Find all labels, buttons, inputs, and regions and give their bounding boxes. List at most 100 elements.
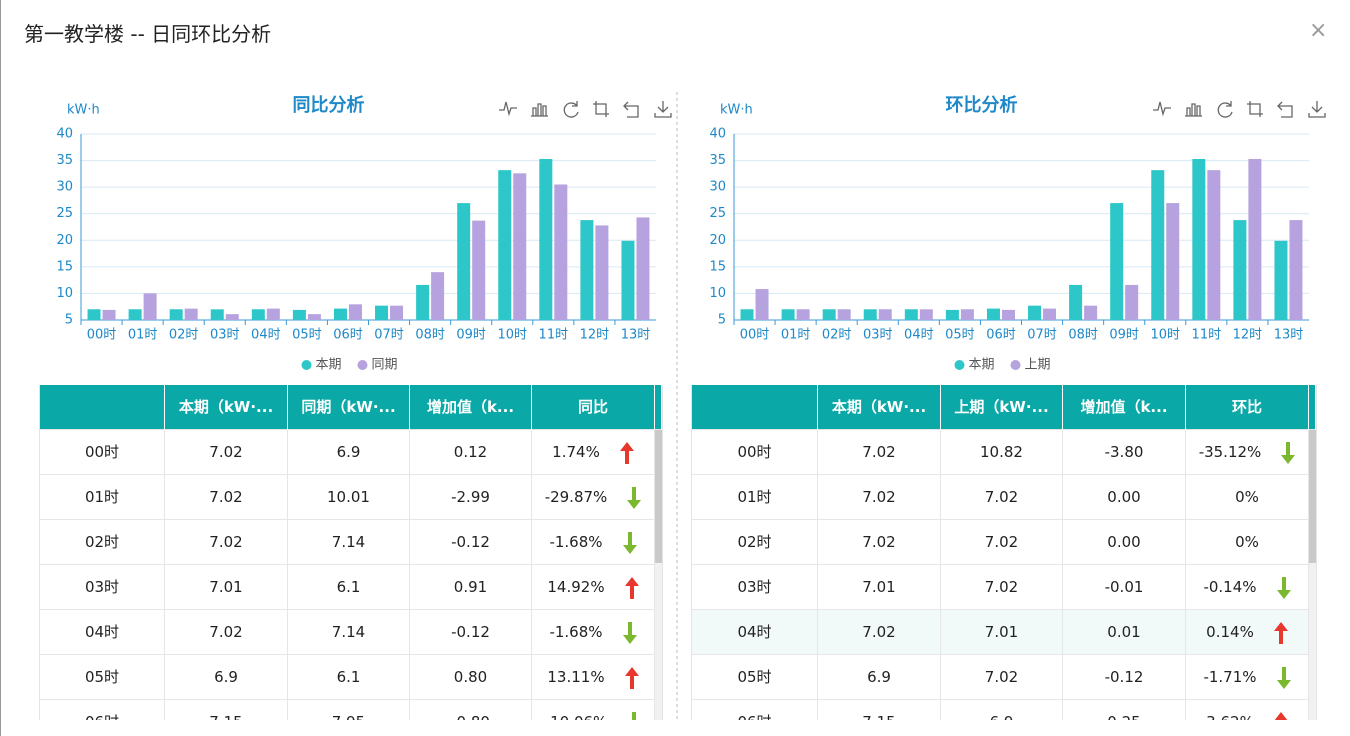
- y-axis-label: kW·h: [67, 103, 100, 118]
- y-tick-label: 35: [56, 153, 73, 168]
- table-cell: 03时: [692, 565, 818, 610]
- cell-text: -10.06%: [545, 713, 608, 720]
- bar: [1125, 284, 1139, 320]
- x-tick-label: 08时: [415, 328, 445, 343]
- arrow-up: [1273, 621, 1288, 644]
- arrow-down: [1281, 441, 1296, 464]
- table-cell: 0.01: [1063, 610, 1186, 655]
- cell-text: 0%: [1235, 488, 1259, 506]
- cell-text: 03时: [737, 578, 772, 596]
- y-tick-label: 25: [56, 206, 73, 221]
- bar: [1207, 170, 1221, 320]
- scrollbar: [655, 430, 662, 720]
- cell-text: 04时: [737, 623, 772, 641]
- header-cell: [40, 385, 165, 430]
- table-cell: 7.02: [165, 430, 288, 475]
- cell-text: 0.25: [1107, 713, 1140, 720]
- table-cell: 7.02: [818, 520, 941, 565]
- x-tick-label: 03时: [863, 328, 893, 343]
- cell-text: 10.01: [327, 488, 370, 506]
- y-axis-label: kW·h: [720, 103, 753, 118]
- x-tick-label: 09时: [1109, 328, 1139, 343]
- bar: [1274, 240, 1288, 320]
- x-tick-label: 00时: [740, 328, 770, 343]
- cell-text: 7.02: [862, 533, 896, 551]
- x-tick-label: 05时: [945, 328, 975, 343]
- y-tick-label: 20: [56, 233, 73, 248]
- x-tick-label: 02时: [169, 328, 199, 343]
- bar: [1001, 309, 1015, 320]
- x-tick-label: 05时: [292, 328, 322, 343]
- bar: [986, 308, 1000, 320]
- bar: [225, 314, 239, 320]
- bar: [554, 184, 568, 320]
- table-cell: 04时: [40, 610, 165, 655]
- table-cell: 0.00: [1063, 475, 1186, 520]
- cell-text: 0%: [1235, 533, 1259, 551]
- x-tick-label: 04时: [904, 328, 934, 343]
- cell-text: 7.02: [209, 533, 243, 551]
- bar: [960, 309, 974, 320]
- close-button[interactable]: ×: [1309, 18, 1328, 43]
- bar: [472, 220, 486, 320]
- table-cell: -29.87%: [532, 475, 655, 520]
- legend-swatch: [1010, 360, 1021, 370]
- table-cell: 7.02: [941, 565, 1063, 610]
- bar: [636, 217, 650, 320]
- toolbox: [1153, 101, 1326, 118]
- table-cell: 14.92%: [532, 565, 655, 610]
- cell-text: 04时: [84, 623, 120, 641]
- y-tick-label: 5: [65, 313, 73, 328]
- bar: [169, 309, 183, 320]
- cell-text: 06时: [85, 713, 119, 720]
- bar: [740, 309, 754, 320]
- cell-text: 7.02: [862, 623, 896, 641]
- scrollbar: [1309, 430, 1316, 720]
- table-cell: 7.01: [818, 565, 941, 610]
- table-cell: 7.02: [165, 475, 288, 520]
- header-cell: 上期（kW·...: [941, 385, 1063, 430]
- toolbox-icon: [1153, 101, 1171, 117]
- table-cell: -1.68%: [532, 520, 655, 565]
- arrow-down: [632, 711, 637, 720]
- bar: [1110, 203, 1124, 320]
- bar: [251, 309, 265, 320]
- table-cell: 7.14: [288, 610, 410, 655]
- table-cell: 03时: [40, 565, 165, 610]
- toolbox-icon: [623, 101, 639, 118]
- y-tick-label: 30: [709, 180, 726, 195]
- cell-text: -0.12: [451, 533, 490, 551]
- table-cell: 7.02: [818, 610, 941, 655]
- y-tick-label: 30: [56, 180, 73, 195]
- cell-text: -3.80: [1104, 443, 1144, 461]
- header-cell: 环比: [1186, 385, 1309, 430]
- table-cell: 10.82: [941, 430, 1063, 475]
- x-tick-label: 11时: [539, 328, 569, 343]
- cell-text: -0.14%: [1203, 578, 1257, 596]
- table-cell: 06时: [40, 700, 165, 720]
- cell-text: 6.1: [336, 578, 361, 596]
- table-cell: 01时: [692, 475, 818, 520]
- table-cell: 0.25: [1063, 700, 1186, 720]
- toolbox-icon: [563, 101, 579, 118]
- cell-text: -35.12%: [1198, 443, 1262, 461]
- bar: [416, 284, 430, 320]
- bar: [128, 309, 142, 320]
- header-cell: 本期（kW·...: [818, 385, 941, 430]
- bar: [822, 309, 836, 320]
- table-cell: 7.01: [165, 565, 288, 610]
- bar: [621, 240, 635, 320]
- toolbox-icon: [1185, 103, 1202, 117]
- x-tick-label: 12时: [1233, 328, 1263, 343]
- bar: [266, 308, 280, 320]
- cell-text: 6.1: [336, 668, 361, 686]
- bar: [333, 308, 347, 320]
- arrow-down: [1276, 666, 1291, 689]
- cell-text: 06时: [737, 713, 771, 720]
- x-tick-label: 13时: [1274, 328, 1304, 343]
- x-tick-label: 01时: [128, 328, 158, 343]
- toolbox-icon: [654, 101, 672, 118]
- table-cell: -1.71%: [1186, 655, 1309, 700]
- cell-text: 7.02: [862, 488, 896, 506]
